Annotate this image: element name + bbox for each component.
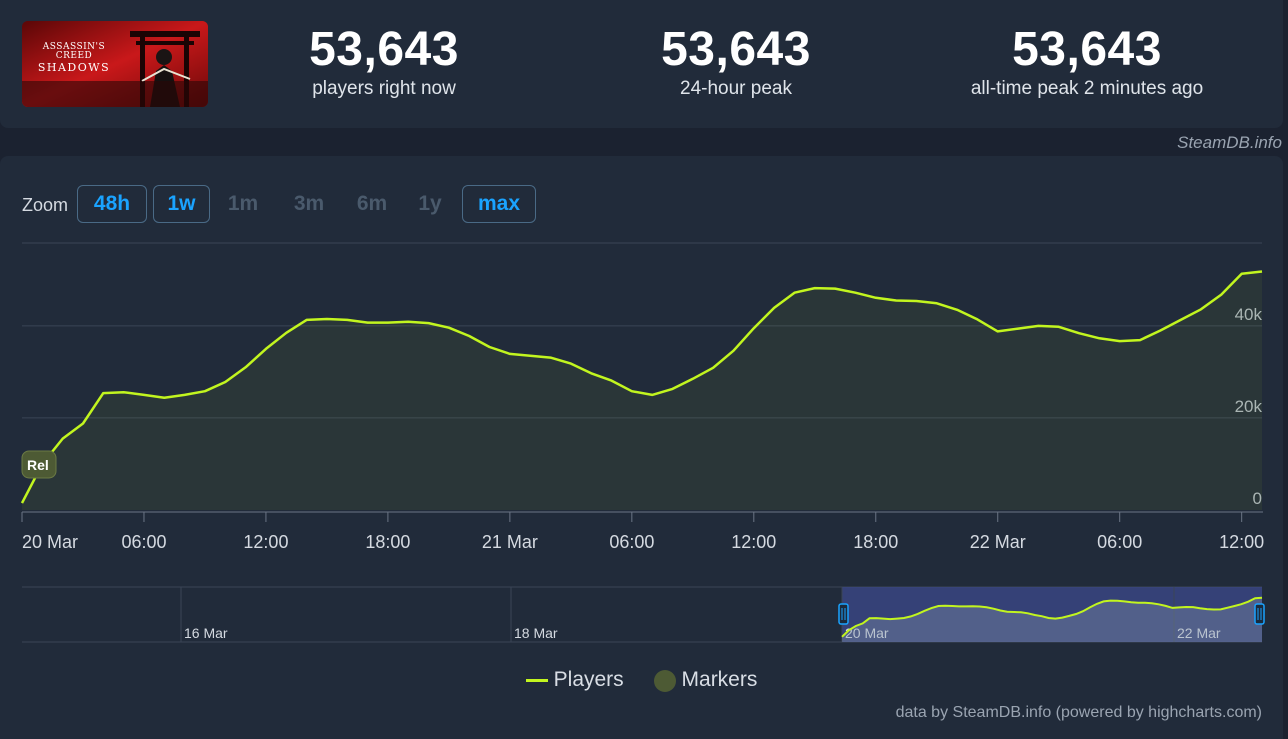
zoom-6m-button[interactable]: 6m <box>356 192 388 215</box>
stat-value: 53,643 <box>309 23 459 76</box>
navigator-date-label: 16 Mar <box>184 625 228 641</box>
stat-all-time-peak: 53,643 all-time peak 2 minutes ago <box>927 24 1247 100</box>
navigator-date-label: 22 Mar <box>1177 625 1221 641</box>
chart-gridlines <box>22 242 1263 513</box>
cover-art-icon <box>22 21 208 107</box>
zoom-1y-button[interactable]: 1y <box>418 192 442 215</box>
x-axis-ticks: 20 Mar 06:00 12:00 18:00 21 Mar 06:00 12:00 18:… <box>21 512 1264 552</box>
handle-grip <box>838 603 849 625</box>
x-tick-label: 20 Mar <box>22 532 78 552</box>
zoom-48h-button[interactable]: 48h <box>77 185 147 223</box>
cover-title-line1: ASSASSIN'S CREED <box>42 42 106 61</box>
chart-legend: Players Markers <box>0 668 1283 692</box>
x-tick-label: 12:00 <box>1219 532 1264 552</box>
stat-label: 24-hour peak <box>680 78 792 99</box>
x-tick-label: 18:00 <box>853 532 898 552</box>
stat-label: players right now <box>312 78 456 99</box>
handle-grip <box>1254 603 1265 625</box>
x-tick-label: 06:00 <box>609 532 654 552</box>
y-axis-ticks: 0 20k 40k <box>1235 305 1263 508</box>
chart-footer[interactable]: data by SteamDB.info (powered by highcha… <box>895 704 1262 721</box>
stats-bar: ASSASSIN'S CREED SHADOWS 53,643 players … <box>0 0 1283 128</box>
players-series-line <box>20 270 1263 504</box>
y-tick-label: 40k <box>1235 305 1263 324</box>
markers-legend-icon <box>653 669 676 692</box>
x-tick-label: 06:00 <box>1097 532 1142 552</box>
legend-label: Players <box>553 668 624 692</box>
x-tick-label: 12:00 <box>243 532 288 552</box>
x-tick-label: 12:00 <box>731 532 776 552</box>
navigator-date-label: 20 Mar <box>845 625 889 641</box>
zoom-3m-button[interactable]: 3m <box>293 192 325 215</box>
game-cover-image[interactable]: ASSASSIN'S CREED SHADOWS <box>22 21 208 107</box>
players-legend-icon <box>525 679 548 683</box>
y-tick-label: 0 <box>1253 489 1262 508</box>
legend-item-players[interactable]: Players <box>525 668 624 692</box>
marker-flag <box>21 450 57 479</box>
navigator-left-handle[interactable] <box>838 603 849 625</box>
navigator-selection <box>842 587 1262 642</box>
x-tick-label: 21 Mar <box>482 532 538 552</box>
zoom-max-button[interactable]: max <box>462 185 536 223</box>
navigator-date-label: 18 Mar <box>514 625 558 641</box>
stat-players-now: 53,643 players right now <box>224 24 544 100</box>
cover-title-line2: SHADOWS <box>37 61 111 74</box>
zoom-label: Zoom <box>22 195 69 215</box>
x-tick-label: 18:00 <box>365 532 410 552</box>
stat-label: all-time peak 2 minutes ago <box>970 78 1204 99</box>
stat-value: 53,643 <box>1012 23 1162 76</box>
stat-24h-peak: 53,643 24-hour peak <box>576 24 896 100</box>
y-tick-label: 20k <box>1235 397 1263 416</box>
legend-label: Markers <box>681 668 758 692</box>
navigator-right-handle[interactable] <box>1254 603 1265 625</box>
navigator-series-line <box>841 596 1263 638</box>
legend-item-markers[interactable]: Markers <box>653 668 758 692</box>
release-marker: Rel <box>21 450 57 479</box>
navigator-area <box>842 597 1262 642</box>
x-tick-label: 06:00 <box>121 532 166 552</box>
site-credit[interactable]: SteamDB.info <box>1177 133 1282 152</box>
zoom-1m-button[interactable]: 1m <box>227 192 259 215</box>
x-tick-label: 22 Mar <box>970 532 1026 552</box>
players-area <box>22 271 1262 510</box>
stat-value: 53,643 <box>661 23 811 76</box>
navigator: 16 Mar 18 Mar 20 Mar 22 Mar <box>22 586 1265 643</box>
marker-label: Rel <box>27 457 49 473</box>
zoom-1w-button[interactable]: 1w <box>153 185 210 223</box>
